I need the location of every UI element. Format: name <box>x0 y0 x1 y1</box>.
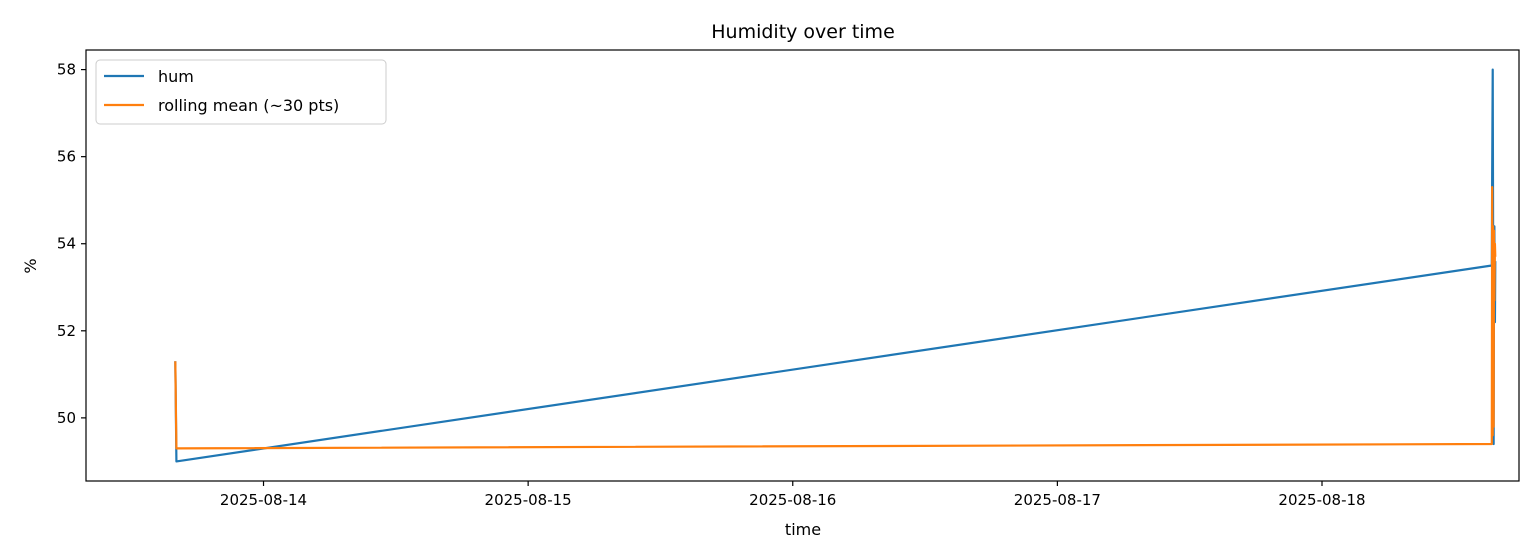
x-tick-label: 2025-08-16 <box>749 491 836 509</box>
x-axis-ticks: 2025-08-14 2025-08-15 2025-08-16 2025-08-17… <box>220 481 1366 509</box>
series-line-1 <box>174 186 1497 450</box>
legend-label-0: hum <box>158 67 194 86</box>
x-tick-label: 2025-08-15 <box>485 491 572 509</box>
y-tick-label: 54 <box>57 235 76 253</box>
y-tick-label: 52 <box>57 322 76 340</box>
x-tick-label: 2025-08-17 <box>1014 491 1101 509</box>
y-tick-label: 58 <box>57 61 76 79</box>
y-tick-label: 56 <box>57 148 76 166</box>
x-tick-label: 2025-08-14 <box>220 491 307 509</box>
legend-label-1: rolling mean (~30 pts) <box>158 96 339 115</box>
y-axis-title: % <box>21 258 40 273</box>
y-tick-label: 50 <box>57 409 76 427</box>
y-axis-ticks: 50 52 54 56 58 <box>57 61 86 427</box>
legend: hum rolling mean (~30 pts) <box>95 59 387 125</box>
legend-box <box>95 59 387 125</box>
series-layer <box>174 68 1497 463</box>
x-tick-label: 2025-08-18 <box>1278 491 1365 509</box>
plot-frame <box>85 49 1520 482</box>
chart-title: Humidity over time <box>711 21 895 43</box>
x-axis-title: time <box>785 520 821 539</box>
